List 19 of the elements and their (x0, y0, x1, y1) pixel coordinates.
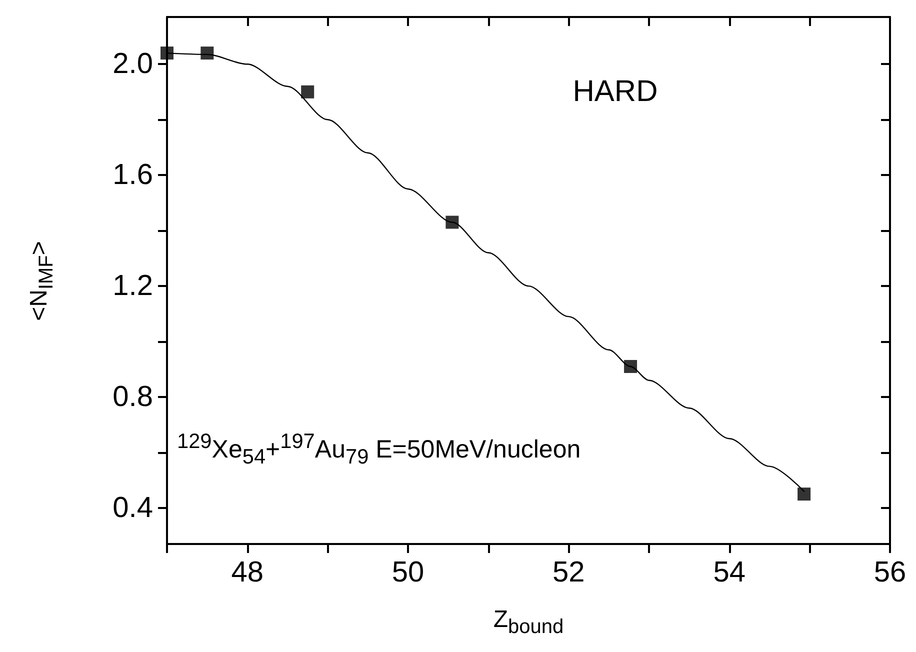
point (798, 488, 811, 501)
point (301, 85, 314, 98)
y-tick-label: 2.0 (112, 48, 153, 80)
x-tick-label: 50 (392, 556, 424, 588)
annotation: HARD (572, 75, 658, 108)
y-tick-label: 1.6 (112, 159, 153, 192)
point (624, 360, 638, 373)
y-tick-label: 0.4 (112, 492, 153, 524)
x-tick-label: 56 (874, 556, 906, 588)
y-tick-label: 0.8 (112, 380, 153, 413)
x-tick-label: 52 (552, 556, 585, 588)
x-tick-label: 54 (713, 556, 746, 588)
x-axis-title: Z$_{bound}$ (493, 606, 564, 638)
annotation: $^{129}$Xe$_{54}$+$^{197}$Au$_{79}$ E=50MeV/nucleon (177, 430, 581, 468)
point (200, 46, 214, 60)
y-tick-label: 1.2 (112, 270, 153, 302)
point (446, 216, 459, 229)
point (160, 46, 174, 60)
x-tick-label: 48 (231, 556, 264, 588)
